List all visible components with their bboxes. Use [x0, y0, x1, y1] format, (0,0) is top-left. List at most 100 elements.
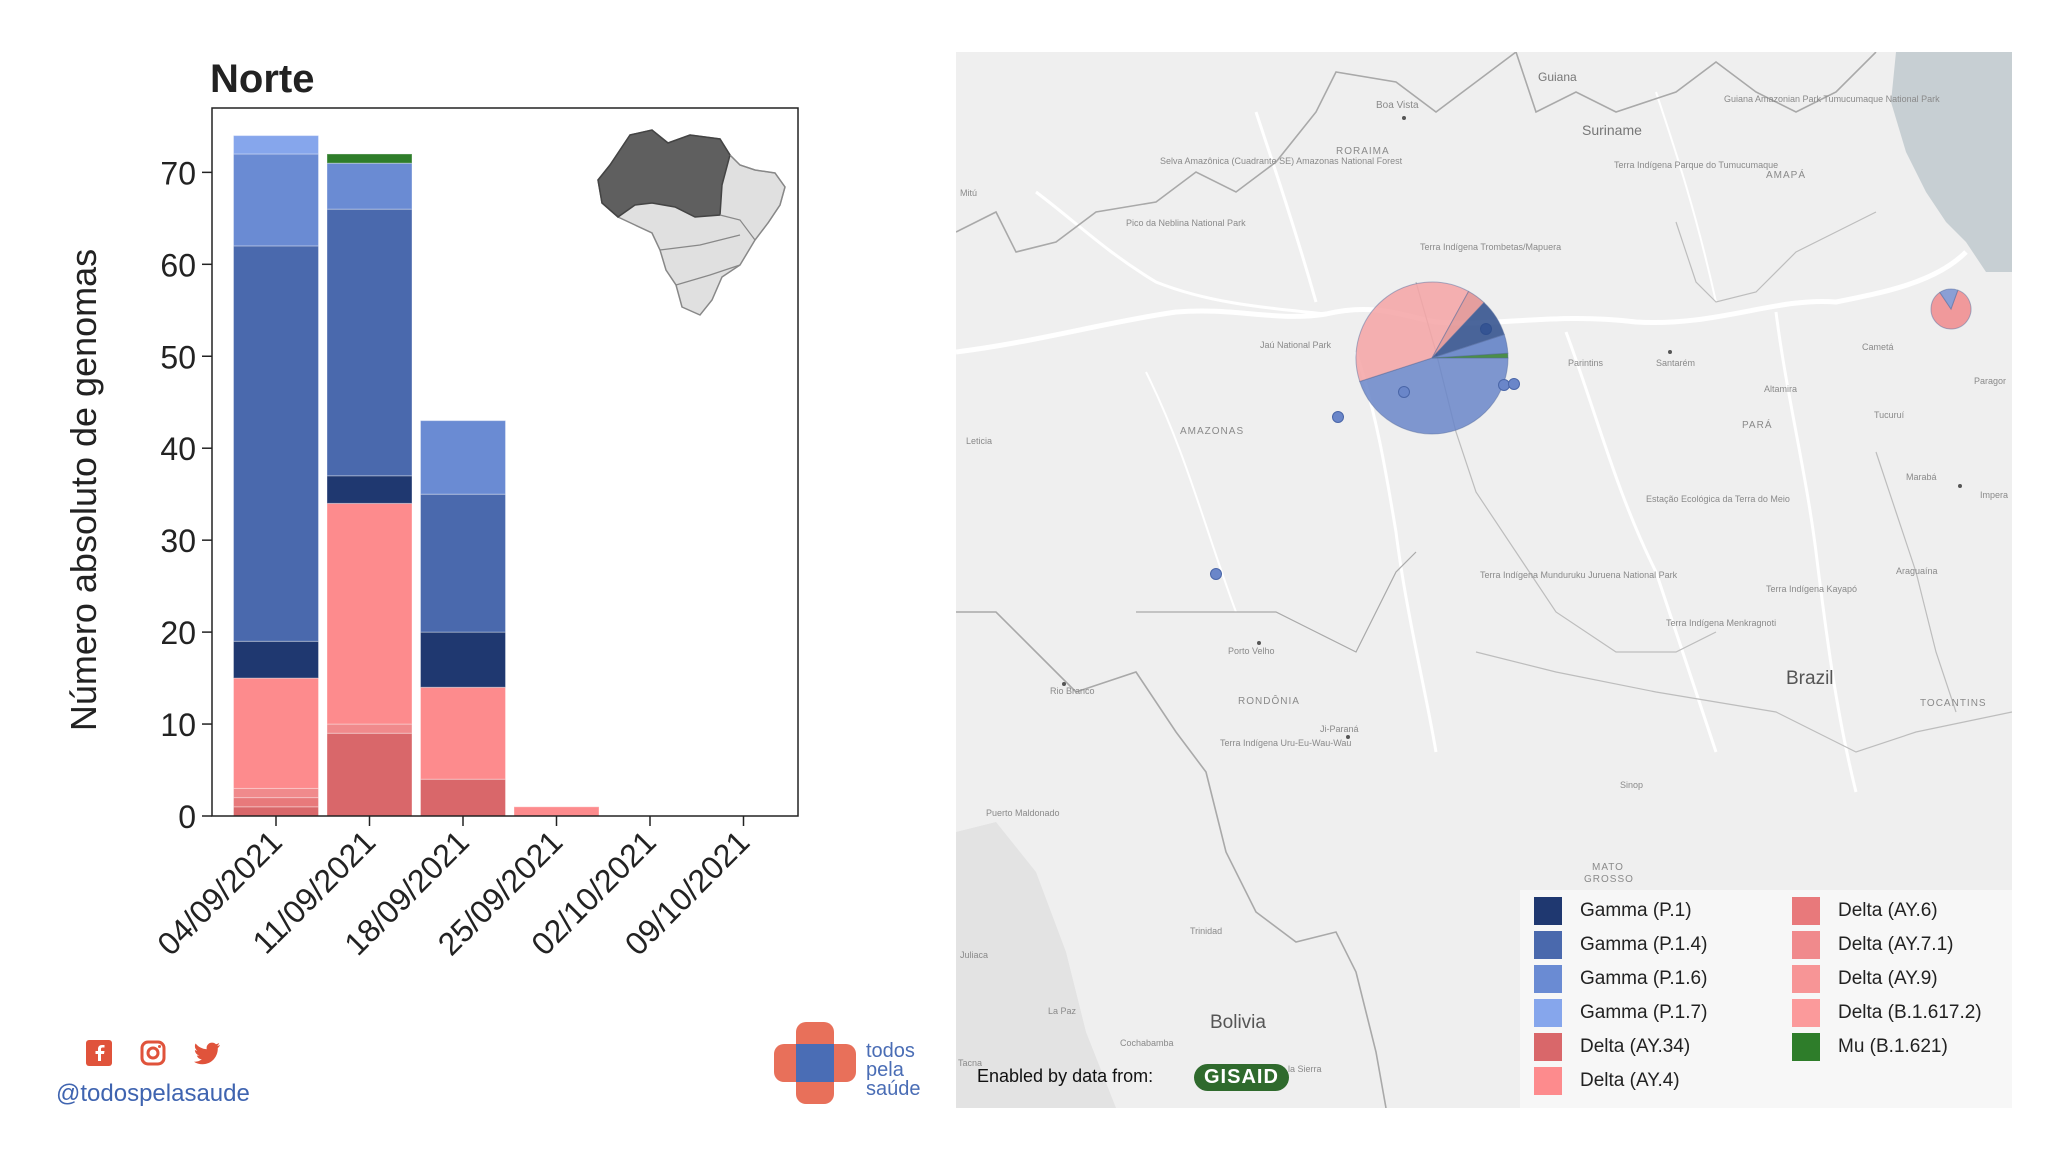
map-label-cochabamba: Cochabamba	[1120, 1038, 1174, 1048]
bar-segment[interactable]	[233, 245, 319, 642]
country-border	[956, 52, 1517, 253]
legend-item: Delta (AY.6)	[1792, 897, 1938, 925]
bar-segment[interactable]	[326, 153, 413, 164]
pie-slice[interactable]	[1431, 352, 1509, 359]
map-label-sierra: la de la Sierra	[1266, 1064, 1322, 1074]
legend-item: Gamma (P.1.6)	[1534, 965, 1707, 993]
social-handle[interactable]: @todospelasaude	[56, 1080, 250, 1107]
map-label-trinidad: Trinidad	[1190, 926, 1223, 936]
legend-label: Delta (AY.9)	[1838, 968, 1938, 989]
instagram-icon[interactable]	[140, 1040, 166, 1071]
map-label-amapa: AMAPÁ	[1766, 170, 1807, 181]
pie-slice[interactable]	[1355, 281, 1470, 383]
andes-relief	[956, 822, 1116, 1108]
city-dot	[1257, 641, 1261, 645]
city-dot	[1346, 735, 1350, 739]
map-label-terra-meio: Estação Ecológica da Terra do Meio	[1646, 494, 1790, 504]
map-label-kayapo: Terra Indígena Kayapó	[1766, 584, 1858, 594]
brand-line: saúde	[866, 1078, 921, 1100]
twitter-icon[interactable]	[194, 1040, 222, 1071]
river	[1774, 311, 1858, 793]
legend-label: Mu (B.1.621)	[1838, 1036, 1948, 1057]
legend-label: Delta (B.1.617.2)	[1838, 1002, 1982, 1023]
legend-label: Gamma (P.1)	[1580, 900, 1692, 921]
pie-slice[interactable]	[1939, 288, 1959, 311]
plot-frame	[211, 107, 799, 817]
map-label-la-paz: La Paz	[1048, 1006, 1077, 1016]
bar-segment[interactable]	[420, 686, 506, 780]
bar-segment[interactable]	[233, 787, 319, 799]
y-tick-label: 10	[160, 707, 196, 743]
map-base	[956, 52, 2012, 1108]
bar-segment[interactable]	[233, 640, 319, 679]
legend-swatch	[1534, 999, 1562, 1027]
legend-swatch	[1792, 931, 1820, 959]
legend-swatch	[1792, 897, 1820, 925]
bar-segment[interactable]	[420, 631, 506, 688]
sample-marker[interactable]	[1498, 379, 1510, 391]
city-dot	[1958, 484, 1962, 488]
map-label-pico: Pico da Neblina National Park	[1126, 218, 1246, 228]
map-label-grosso: GROSSO	[1584, 874, 1634, 885]
brazil-inset-map	[597, 129, 786, 316]
legend-label: Delta (AY.34)	[1580, 1036, 1691, 1057]
legend-label: Delta (AY.7.1)	[1838, 934, 1954, 955]
bar-segment[interactable]	[326, 208, 413, 477]
x-ticks: 04/09/202111/09/202118/09/202125/09/2021…	[150, 816, 756, 962]
y-axis-label: Número absoluto de genomas	[63, 249, 104, 731]
bar-segment[interactable]	[420, 493, 506, 633]
bar-segment[interactable]	[233, 797, 319, 808]
map-label-imperatriz: Impera	[1980, 490, 2009, 500]
city-dot	[1402, 116, 1406, 120]
map-label-tacna: Tacna	[958, 1058, 983, 1068]
ocean-area	[1891, 52, 2012, 272]
bar-segment[interactable]	[420, 778, 506, 817]
legend-swatch	[1534, 931, 1562, 959]
bar-segment[interactable]	[233, 806, 319, 817]
map-label-uru: Terra Indígena Uru-Eu-Wau-Wau	[1220, 738, 1352, 748]
legend-swatch	[1534, 1033, 1562, 1061]
brand-line: pela	[866, 1059, 904, 1081]
bar-segment[interactable]	[233, 677, 319, 789]
bar-segment[interactable]	[326, 732, 413, 817]
bar-segment[interactable]	[326, 723, 413, 734]
bar-segment[interactable]	[513, 806, 600, 817]
gisaid-logo[interactable]: GISAID	[1194, 1064, 1289, 1091]
legend-item: Delta (AY.34)	[1534, 1033, 1690, 1061]
map-label-araguaina: Araguaína	[1896, 566, 1938, 576]
sample-marker[interactable]	[1508, 378, 1520, 390]
bar-segment[interactable]	[326, 162, 413, 210]
map-label-sinop: Sinop	[1620, 780, 1644, 790]
pie-manaus[interactable]	[1355, 281, 1509, 435]
bar-segment[interactable]	[233, 153, 319, 247]
river	[1145, 371, 1237, 613]
map-label-para: PARÁ	[1742, 420, 1773, 431]
legend-swatch	[1792, 965, 1820, 993]
map-label-maraba: Marabá	[1906, 472, 1937, 482]
attribution-text: Enabled by data from:	[977, 1066, 1154, 1086]
bar-segment[interactable]	[326, 475, 413, 504]
city-dot	[1062, 682, 1066, 686]
y-tick-label: 40	[160, 431, 196, 467]
sample-marker[interactable]	[1398, 386, 1410, 398]
map-label-porto-velho: Porto Velho	[1228, 646, 1275, 656]
map-label-trombetas: Terra Indígena Trombetas/Mapuera	[1420, 242, 1562, 252]
map-label-roraima: RORAIMA	[1336, 146, 1390, 157]
map-label-guiana: Guiana	[1538, 70, 1577, 84]
map-label-brazil: Brazil	[1786, 668, 1834, 689]
facebook-icon[interactable]	[86, 1040, 112, 1071]
map-label-amazonas: AMAZONAS	[1180, 426, 1245, 437]
bar-segment[interactable]	[420, 420, 506, 495]
city-dot	[1668, 350, 1672, 354]
legend-label: Gamma (P.1.7)	[1580, 1002, 1708, 1023]
bar-segment[interactable]	[233, 135, 319, 155]
map-label-santarem: Santarém	[1656, 358, 1696, 368]
sample-marker[interactable]	[1332, 411, 1344, 423]
bar-segment[interactable]	[326, 502, 413, 725]
legend-swatch	[1534, 897, 1562, 925]
legend-item: Gamma (P.1.7)	[1534, 999, 1707, 1027]
map-label-tucurui: Tucuruí	[1874, 410, 1905, 420]
pie-belem[interactable]	[1930, 288, 1972, 330]
sample-marker[interactable]	[1210, 568, 1222, 580]
legend-label: Delta (AY.4)	[1580, 1070, 1680, 1091]
